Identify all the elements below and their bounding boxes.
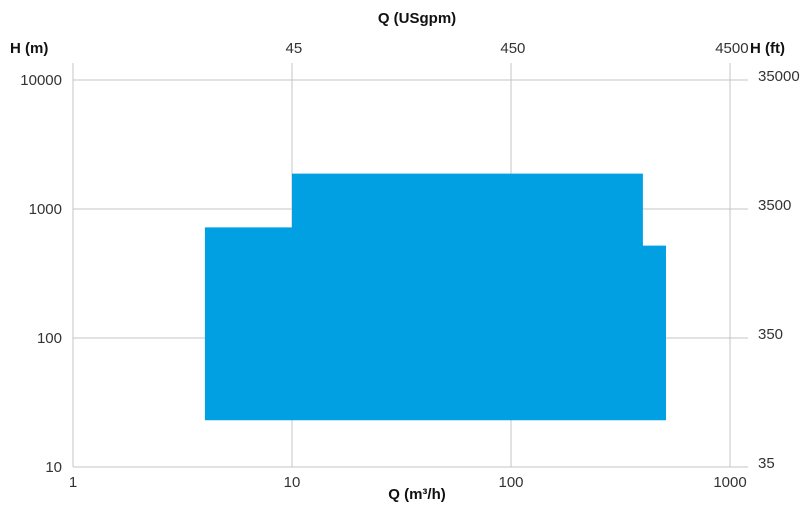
x2-tick-label-1: 450: [500, 40, 525, 57]
y-tick-label-2: 1000: [29, 201, 62, 218]
y2-tick-label-2: 3500: [758, 197, 791, 214]
x2-tick-label-2: 4500: [715, 40, 748, 57]
x2-axis-title: Q (USgpm): [378, 10, 456, 27]
x-tick-label-0: 1: [69, 474, 77, 491]
y2-axis-title: H (ft): [750, 40, 785, 57]
y-axis-title: H (m): [10, 40, 48, 57]
x-axis-title: Q (m³/h): [388, 486, 446, 503]
x-tick-label-2: 100: [498, 474, 523, 491]
x-tick-label-1: 10: [284, 474, 301, 491]
operating-range-area: [204, 173, 666, 421]
x2-tick-label-0: 45: [286, 40, 303, 57]
x-tick-label-3: 1000: [713, 474, 746, 491]
y-tick-label-1: 100: [37, 330, 62, 347]
y-tick-label-3: 10000: [20, 72, 62, 89]
operating-range-polygon: [204, 173, 666, 421]
y2-tick-label-0: 35: [758, 455, 775, 472]
y2-tick-label-3: 35000: [758, 68, 800, 85]
y-tick-label-0: 10: [45, 459, 62, 476]
tick-labels: 1 10 100 1000 10 100 1000 10000 45 450 4500 35 350 35…: [20, 40, 799, 491]
y2-tick-label-1: 350: [758, 326, 783, 343]
